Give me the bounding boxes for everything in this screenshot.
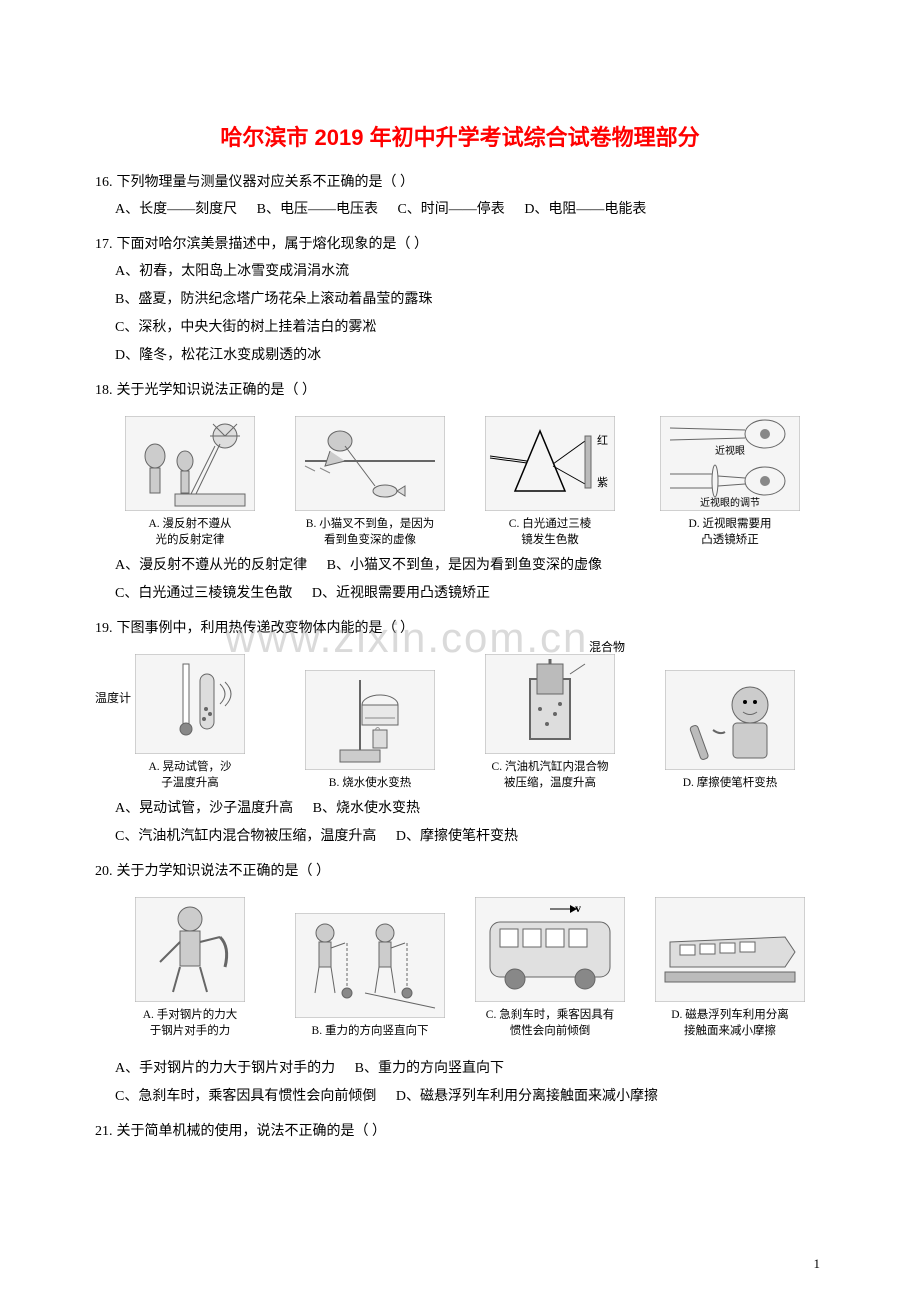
q20-optA: A、手对钢片的力大于钢片对手的力	[115, 1055, 335, 1083]
q16-optC: C、时间——停表	[397, 196, 504, 224]
q16-text: 下列物理量与测量仪器对应关系不正确的是（ ）	[117, 175, 415, 190]
q17-optD: D、隆冬，松花江水变成剔透的冰	[115, 342, 825, 370]
q18-myopia-label1: 近视眼	[715, 444, 745, 457]
q18-purple-label: 紫	[597, 476, 608, 489]
q18-optC: C、白光通过三棱镜发生色散	[115, 580, 292, 608]
q16-optA: A、长度——刻度尺	[115, 196, 237, 224]
page-number: 1	[814, 1256, 821, 1272]
q20-figD: D. 磁悬浮列车利用分离 接触面来减小摩擦	[645, 897, 815, 1039]
q18-myopia-label2: 近视眼的调节	[700, 496, 760, 509]
q18-num: 18.	[95, 383, 113, 398]
maglev-train-icon	[655, 897, 805, 1002]
q20-options: A、手对钢片的力大于钢片对手的力 B、重力的方向竖直向下 C、急刹车时，乘客因具…	[95, 1055, 825, 1111]
page-wrapper: 哈尔滨市 2019 年初中升学考试综合试卷物理部分 16. 下列物理量与测量仪器…	[95, 120, 825, 1145]
reflection-icon	[125, 416, 255, 511]
gravity-down-icon	[295, 913, 445, 1018]
q19-figures: 温度计 A. 晃动试管，沙 子温度升高	[95, 642, 825, 795]
q17-optB: B、盛夏，防洪纪念塔广场花朵上滚动着晶莹的露珠	[115, 286, 825, 314]
q18-figD-cap: D. 近视眼需要用 凸透镜矫正	[645, 516, 815, 548]
q17-optA: A、初春，太阳岛上冰雪变成涓涓水流	[115, 258, 825, 286]
q16-num: 16.	[95, 175, 113, 190]
q19-optA: A、晃动试管，沙子温度升高	[115, 795, 293, 823]
question-16: 16. 下列物理量与测量仪器对应关系不正确的是（ ） A、长度——刻度尺 B、电…	[95, 170, 825, 224]
q19-figA-cap: A. 晃动试管，沙 子温度升高	[105, 759, 275, 791]
q19-optB: B、烧水使水变热	[313, 795, 420, 823]
q16-options: A、长度——刻度尺 B、电压——电压表 C、时间——停表 D、电阻——电能表	[95, 196, 825, 224]
q19-options: A、晃动试管，沙子温度升高 B、烧水使水变热 C、汽油机汽缸内混合物被压缩，温度…	[95, 795, 825, 851]
q17-text: 下面对哈尔滨美景描述中，属于熔化现象的是（ ）	[117, 237, 429, 252]
q20-v-label: v	[575, 901, 581, 915]
q20-optB: B、重力的方向竖直向下	[355, 1055, 504, 1083]
q19-figA: 温度计 A. 晃动试管，沙 子温度升高	[105, 654, 275, 791]
q19-figD: D. 摩擦使笔杆变热	[645, 670, 815, 791]
q19-num: 19.	[95, 621, 113, 636]
q18-figB: B. 小猫叉不到鱼，是因为 看到鱼变深的虚像	[285, 416, 455, 548]
q17-options: A、初春，太阳岛上冰雪变成涓涓水流 B、盛夏，防洪纪念塔广场花朵上滚动着晶莹的露…	[95, 258, 825, 370]
prism-icon: 红 紫	[485, 416, 615, 511]
q20-optD: D、磁悬浮列车利用分离接触面来减小摩擦	[396, 1083, 658, 1111]
q20-figB-cap: B. 重力的方向竖直向下	[285, 1023, 455, 1039]
q18-red-label: 红	[597, 434, 608, 447]
q19-figB-cap: B. 烧水使水变热	[285, 775, 455, 791]
exam-title: 哈尔滨市 2019 年初中升学考试综合试卷物理部分	[95, 120, 825, 152]
boil-water-icon	[305, 670, 435, 770]
q16-optD: D、电阻——电能表	[524, 196, 646, 224]
q20-figB: B. 重力的方向竖直向下	[285, 913, 455, 1039]
q19-mix-label: 混合物	[589, 638, 625, 655]
q19-thermo-label: 温度计	[95, 689, 131, 706]
q17-optC: C、深秋，中央大街的树上挂着洁白的雾凇	[115, 314, 825, 342]
q19-optC: C、汽油机汽缸内混合物被压缩，温度升高	[115, 823, 376, 851]
q17-num: 17.	[95, 237, 113, 252]
q18-optD: D、近视眼需要用凸透镜矫正	[312, 580, 490, 608]
q18-figB-cap: B. 小猫叉不到鱼，是因为 看到鱼变深的虚像	[285, 516, 455, 548]
q20-optC: C、急刹车时，乘客因具有惯性会向前倾倒	[115, 1083, 376, 1111]
q18-figA: A. 漫反射不遵从 光的反射定律	[105, 416, 275, 548]
q18-optB: B、小猫叉不到鱼，是因为看到鱼变深的虚像	[327, 552, 602, 580]
friction-pen-icon	[665, 670, 795, 770]
q20-text: 关于力学知识说法不正确的是（ ）	[117, 864, 331, 879]
q21-num: 21.	[95, 1124, 113, 1139]
question-18: 18. 关于光学知识说法正确的是（ ）	[95, 378, 825, 608]
q19-optD: D、摩擦使笔杆变热	[396, 823, 518, 851]
q16-optB: B、电压——电压表	[257, 196, 378, 224]
fish-refraction-icon	[295, 416, 445, 511]
q18-text: 关于光学知识说法正确的是（ ）	[117, 383, 317, 398]
q18-figA-cap: A. 漫反射不遵从 光的反射定律	[105, 516, 275, 548]
q19-figB: B. 烧水使水变热	[285, 670, 455, 791]
q18-figC: 红 紫 C. 白光通过三棱 镜发生色散	[465, 416, 635, 548]
q20-figC: v C. 急刹车时，乘客因具有 惯性会向前倾倒	[465, 897, 635, 1039]
q18-figures: A. 漫反射不遵从 光的反射定律 B. 小猫叉不到鱼，是因为 看到鱼变深的虚像	[95, 404, 825, 552]
q19-figD-cap: D. 摩擦使笔杆变热	[645, 775, 815, 791]
cylinder-icon	[485, 654, 615, 754]
shake-tube-icon	[135, 654, 245, 754]
question-19: 19. 下图事例中，利用热传递改变物体内能的是（ ） www.zixin.com…	[95, 616, 825, 851]
q20-figures: A. 手对钢片的力大 于钢片对手的力	[95, 885, 825, 1043]
q20-num: 20.	[95, 864, 113, 879]
q18-optA: A、漫反射不遵从光的反射定律	[115, 552, 307, 580]
q19-figC: 混合物 C. 汽油机汽缸内混合物 被压缩，温度升高	[465, 654, 635, 791]
q18-options: A、漫反射不遵从光的反射定律 B、小猫叉不到鱼，是因为看到鱼变深的虚像 C、白光…	[95, 552, 825, 608]
q20-figA: A. 手对钢片的力大 于钢片对手的力	[105, 897, 275, 1039]
q20-figD-cap: D. 磁悬浮列车利用分离 接触面来减小摩擦	[645, 1007, 815, 1039]
myopia-lens-icon: 近视眼 近视眼的调节	[660, 416, 800, 511]
q19-figC-cap: C. 汽油机汽缸内混合物 被压缩，温度升高	[465, 759, 635, 791]
q18-figC-cap: C. 白光通过三棱 镜发生色散	[465, 516, 635, 548]
q21-text: 关于简单机械的使用，说法不正确的是（ ）	[117, 1124, 387, 1139]
question-21: 21. 关于简单机械的使用，说法不正确的是（ ）	[95, 1119, 825, 1145]
bus-brake-icon: v	[475, 897, 625, 1002]
hand-steel-icon	[135, 897, 245, 1002]
q20-figA-cap: A. 手对钢片的力大 于钢片对手的力	[105, 1007, 275, 1039]
q20-figC-cap: C. 急刹车时，乘客因具有 惯性会向前倾倒	[465, 1007, 635, 1039]
question-17: 17. 下面对哈尔滨美景描述中，属于熔化现象的是（ ） A、初春，太阳岛上冰雪变…	[95, 232, 825, 370]
question-20: 20. 关于力学知识说法不正确的是（ ） A. 手对钢片的力大 于钢片对手的力	[95, 859, 825, 1111]
q19-text: 下图事例中，利用热传递改变物体内能的是（ ）	[117, 621, 415, 636]
q18-figD: 近视眼 近视眼的调节 D. 近视眼需要用 凸透镜矫正	[645, 416, 815, 548]
